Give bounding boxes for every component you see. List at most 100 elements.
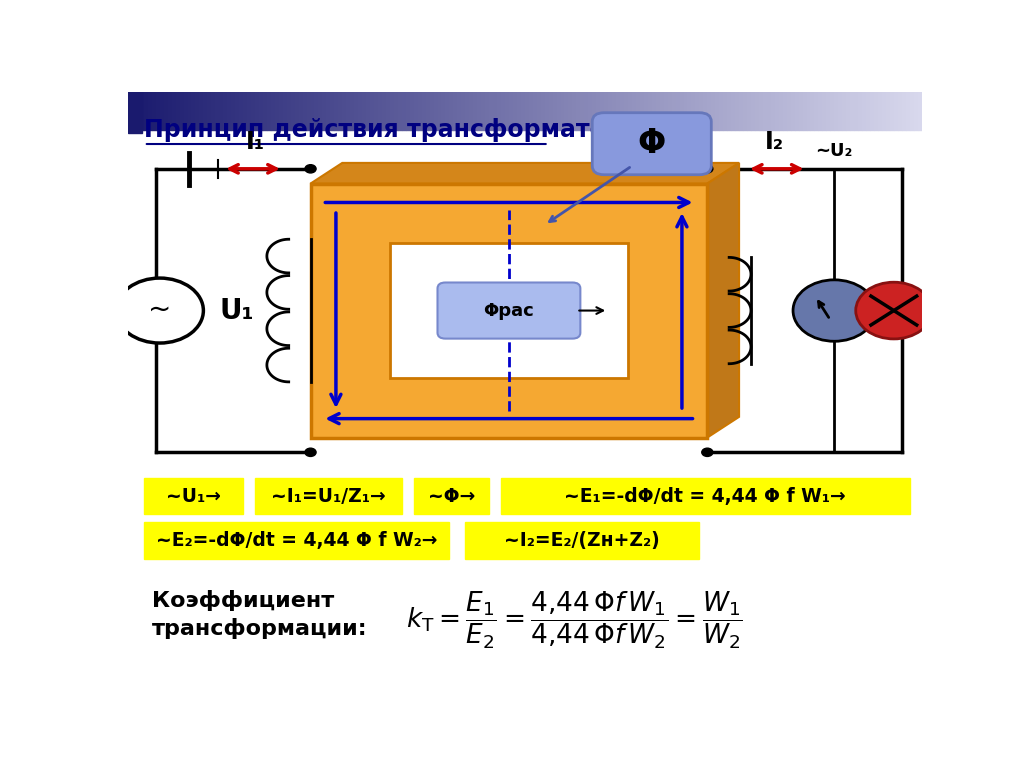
Bar	[485, 92, 489, 130]
Bar	[219, 92, 223, 130]
Polygon shape	[310, 163, 739, 183]
Bar	[608, 92, 612, 130]
Bar	[327, 92, 331, 130]
Bar	[183, 92, 187, 130]
Bar	[390, 242, 628, 378]
Bar	[807, 92, 811, 130]
Bar	[909, 92, 913, 130]
Bar	[873, 92, 878, 130]
Bar	[898, 92, 902, 130]
Bar	[414, 92, 418, 130]
Bar	[560, 92, 564, 130]
Bar	[394, 92, 398, 130]
Bar	[310, 92, 314, 130]
Bar	[437, 92, 441, 130]
Bar	[370, 92, 374, 130]
Bar	[172, 92, 176, 130]
Bar	[532, 92, 537, 130]
Bar	[299, 92, 303, 130]
Bar	[628, 92, 632, 130]
Bar	[715, 92, 719, 130]
Bar	[564, 92, 568, 130]
Bar	[549, 92, 553, 130]
Bar	[786, 92, 791, 130]
Bar	[604, 92, 608, 130]
Text: ~E₁=-dΦ/dt = 4,44 Φ f W₁→: ~E₁=-dΦ/dt = 4,44 Φ f W₁→	[564, 486, 846, 505]
Circle shape	[305, 448, 316, 456]
Bar	[719, 92, 723, 130]
Bar	[624, 92, 628, 130]
Bar	[418, 92, 422, 130]
Bar	[441, 92, 445, 130]
Bar	[156, 92, 160, 130]
Bar	[295, 92, 299, 130]
Bar	[839, 92, 842, 130]
Bar	[727, 92, 731, 130]
Bar	[795, 92, 799, 130]
Bar	[473, 92, 477, 130]
Bar	[445, 92, 450, 130]
Bar	[215, 92, 219, 130]
Bar	[739, 92, 743, 130]
Bar	[588, 92, 592, 130]
Bar	[902, 92, 905, 130]
Bar	[251, 92, 255, 130]
Bar	[644, 92, 648, 130]
Text: U₁: U₁	[219, 297, 254, 324]
Bar	[862, 92, 866, 130]
Bar	[835, 92, 839, 130]
Bar	[303, 92, 306, 130]
Bar	[430, 92, 433, 130]
Bar	[128, 92, 142, 133]
Bar	[132, 92, 136, 130]
Bar	[537, 92, 541, 130]
Bar	[140, 92, 143, 130]
Bar	[592, 92, 596, 130]
Bar	[378, 92, 382, 130]
Bar	[128, 92, 132, 130]
Bar	[818, 92, 822, 130]
Bar	[858, 92, 862, 130]
Text: I₁: I₁	[246, 130, 264, 154]
Bar	[465, 92, 469, 130]
Bar	[267, 92, 270, 130]
Bar	[477, 92, 481, 130]
Bar	[342, 92, 346, 130]
Text: ~I₂=E₂/(Zн+Z₂): ~I₂=E₂/(Zн+Z₂)	[505, 531, 660, 550]
Bar	[699, 92, 703, 130]
Bar	[489, 92, 494, 130]
Bar	[572, 92, 577, 130]
Bar	[842, 92, 846, 130]
Bar	[469, 92, 473, 130]
Bar	[878, 92, 882, 130]
Bar	[687, 92, 691, 130]
Bar	[822, 92, 826, 130]
Bar	[811, 92, 814, 130]
Bar	[517, 92, 521, 130]
Text: ~U₁→: ~U₁→	[166, 486, 221, 505]
Bar	[204, 92, 207, 130]
Bar	[664, 92, 668, 130]
Bar	[247, 92, 251, 130]
Bar	[778, 92, 782, 130]
Bar	[723, 92, 727, 130]
Bar	[279, 92, 283, 130]
Bar	[323, 92, 327, 130]
Bar	[291, 92, 295, 130]
Bar	[334, 92, 338, 130]
Bar	[672, 92, 676, 130]
Bar	[545, 92, 549, 130]
Bar	[374, 92, 378, 130]
Bar	[632, 92, 636, 130]
Bar	[814, 92, 818, 130]
Polygon shape	[708, 163, 739, 437]
Bar	[755, 92, 759, 130]
Bar	[143, 522, 450, 558]
Bar	[568, 92, 572, 130]
Circle shape	[701, 448, 713, 456]
Bar	[505, 92, 509, 130]
Bar	[354, 92, 358, 130]
Bar	[461, 92, 465, 130]
Bar	[481, 92, 485, 130]
Bar	[708, 92, 712, 130]
